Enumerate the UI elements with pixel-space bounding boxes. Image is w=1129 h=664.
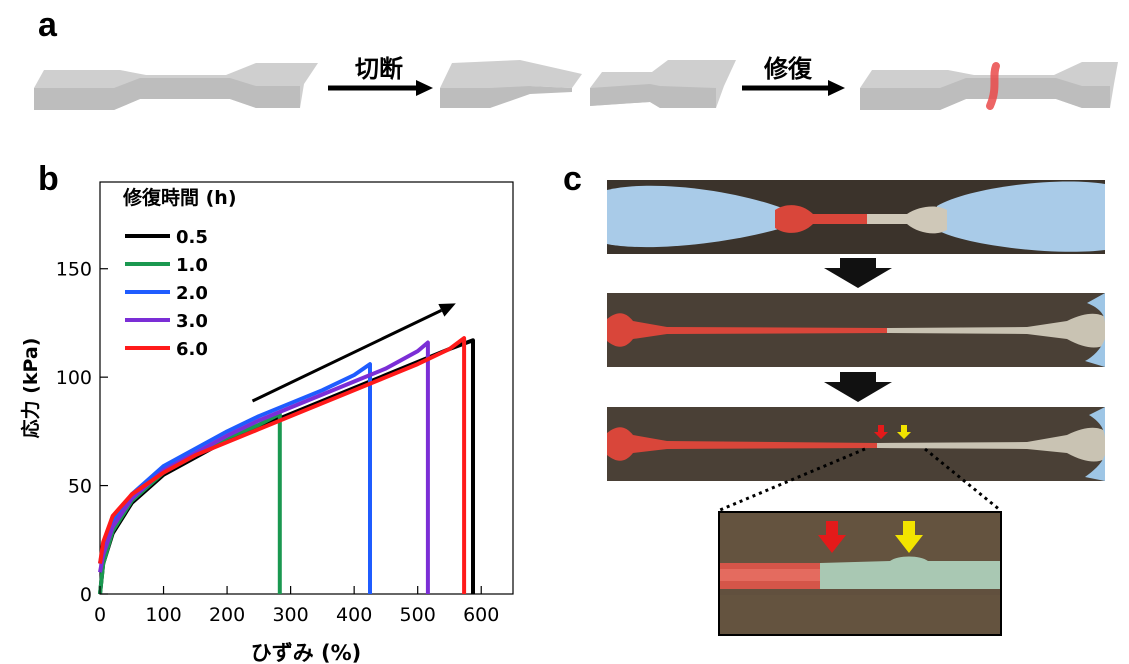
- x-tick-label: 0: [94, 604, 106, 626]
- yellow-arrow-large: [895, 521, 923, 553]
- legend-label: 3.0: [176, 311, 208, 332]
- panel-label-b: b: [38, 160, 59, 198]
- photo-stretched: [607, 293, 1105, 367]
- red-arrow-large: [818, 521, 846, 553]
- y-tick-label: 50: [68, 476, 92, 498]
- cut-arrow: [328, 80, 433, 96]
- series-layer: [98, 336, 475, 595]
- trend-arrow-shaft: [251, 309, 443, 403]
- photo-zoomed-graphic: [720, 513, 1000, 634]
- plot-frame: [99, 181, 514, 595]
- repair-arrow: [742, 80, 845, 96]
- stress-strain-chart: 0 100 200 300 400 500 600 0 50 100 150 ひずみ (%) 応力 …: [19, 181, 514, 664]
- cut-piece-left: [440, 60, 582, 108]
- x-tick-label: 400: [336, 604, 372, 626]
- cut-label: 切断: [355, 55, 403, 83]
- x-tick-label: 300: [272, 604, 308, 626]
- legend-label: 2.0: [176, 283, 208, 304]
- cut-piece-right: [590, 60, 736, 108]
- y-tick-label: 100: [56, 367, 92, 389]
- process-arrow-1: [824, 258, 892, 288]
- series-line-3.0: [98, 340, 430, 594]
- photo-repaired-graphic: [607, 407, 1105, 481]
- axis-layer: 0 100 200 300 400 500 600 0 50 100 150: [56, 259, 500, 626]
- x-tick-label: 200: [209, 604, 245, 626]
- x-axis-label: ひずみ (%): [251, 641, 362, 664]
- photo-before-graphic: [607, 180, 1105, 254]
- yellow-arrow-small: [897, 425, 911, 439]
- x-tick-label: 600: [463, 604, 499, 626]
- y-axis-label: 応力 (kPa): [19, 338, 42, 439]
- panel-label-c: c: [563, 160, 582, 198]
- panel-label-a: a: [38, 6, 57, 44]
- photo-zoomed-interface: [718, 511, 1002, 636]
- legend-label: 1.0: [176, 255, 208, 276]
- repaired-interface-mark: [986, 62, 1000, 110]
- intact-sample: [34, 63, 318, 110]
- trend-arrow-head: [438, 303, 456, 317]
- photo-repaired: [607, 407, 1105, 481]
- red-arrow-small: [874, 425, 888, 439]
- x-tick-label: 100: [145, 604, 181, 626]
- repair-label: 修復: [763, 55, 813, 83]
- series-line-6.0: [98, 336, 467, 594]
- y-tick-label: 0: [80, 584, 92, 606]
- y-tick-label: 150: [56, 259, 92, 281]
- x-tick-label: 500: [400, 604, 436, 626]
- series-line-0.5: [98, 338, 475, 595]
- photo-stretched-graphic: [607, 293, 1105, 367]
- process-arrow-2: [824, 372, 892, 402]
- panel-a-schematic: 切断 修復: [34, 55, 1118, 110]
- repaired-sample: [860, 62, 1118, 110]
- legend-label: 6.0: [176, 339, 208, 360]
- trend-arrow: [251, 303, 456, 403]
- legend: 0.5 1.0 2.0 3.0 6.0: [125, 227, 208, 360]
- legend-label: 0.5: [176, 227, 208, 248]
- photo-before-stretch: [607, 180, 1105, 254]
- legend-title: 修復時間 (h): [122, 186, 237, 209]
